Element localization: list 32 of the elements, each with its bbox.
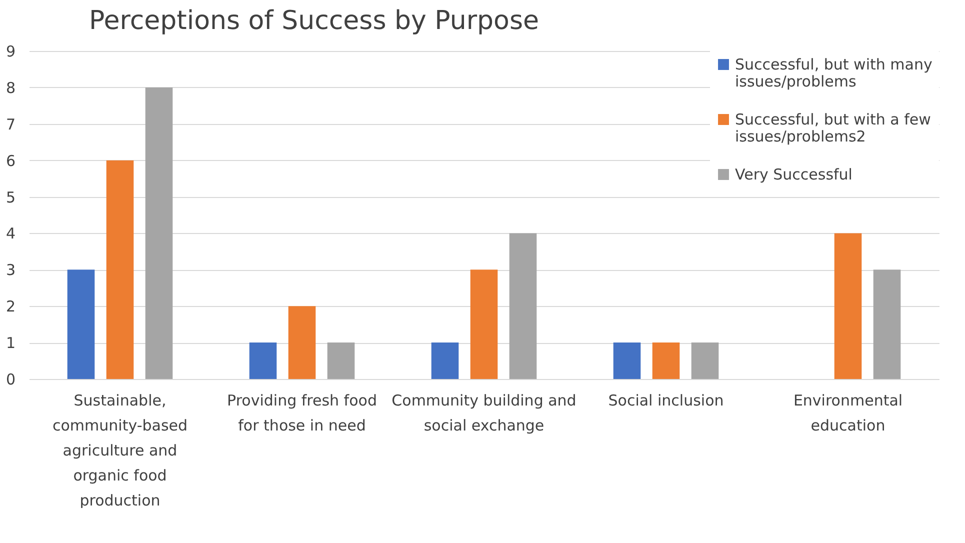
bar	[691, 342, 719, 379]
x-tick-label: Community building and social exchange	[392, 392, 576, 434]
bar	[288, 306, 316, 379]
bar	[613, 342, 641, 379]
bar	[652, 342, 680, 379]
x-tick-label: Social inclusion	[608, 392, 724, 410]
y-tick-label: 5	[6, 188, 16, 206]
y-tick-label: 7	[6, 115, 16, 134]
legend-label: Very Successful	[735, 166, 852, 184]
y-tick-label: 2	[6, 298, 16, 316]
bar	[327, 342, 355, 379]
y-tick-label: 1	[6, 334, 16, 352]
y-tick-label: 9	[6, 42, 16, 60]
bar	[249, 342, 277, 379]
legend-label: Successful, but with many issues/problems	[735, 56, 932, 90]
y-tick-label: 3	[6, 261, 16, 280]
y-tick-label: 4	[6, 224, 16, 243]
chart-title: Perceptions of Success by Purpose	[88, 6, 540, 36]
bar	[834, 233, 862, 379]
x-tick-label: Providing fresh food for those in need	[227, 392, 377, 434]
y-tick-label: 8	[6, 78, 16, 97]
y-tick-label: 6	[6, 152, 16, 170]
bar	[431, 342, 459, 379]
bar	[873, 270, 901, 379]
bar	[106, 160, 134, 379]
bar	[145, 87, 173, 379]
x-tick-label: Environmental education	[793, 392, 903, 434]
bar	[470, 270, 498, 379]
legend-label: Successful, but with a few issues/problems2	[735, 110, 931, 146]
y-tick-label: 0	[6, 370, 16, 388]
bar	[67, 270, 95, 379]
bar	[509, 233, 537, 379]
